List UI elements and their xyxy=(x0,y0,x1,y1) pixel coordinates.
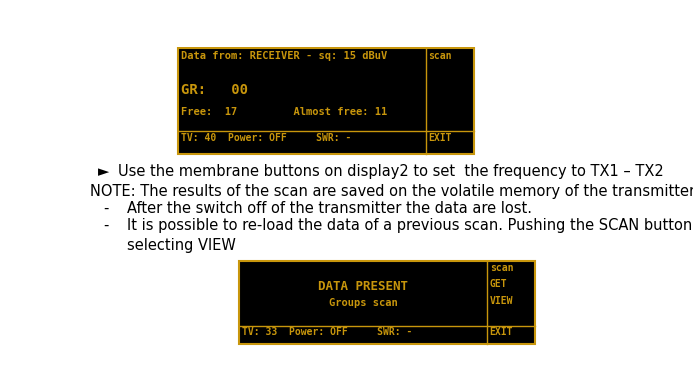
Text: EXIT: EXIT xyxy=(428,133,452,143)
Text: TV: 33  Power: OFF     SWR: -: TV: 33 Power: OFF SWR: - xyxy=(243,327,413,337)
Bar xyxy=(178,48,474,154)
Text: EXIT: EXIT xyxy=(490,327,514,337)
Text: ►: ► xyxy=(98,165,109,179)
Text: Use the membrane buttons on display2 to set  the frequency to TX1 – TX2: Use the membrane buttons on display2 to … xyxy=(118,165,663,179)
Text: selecting VIEW: selecting VIEW xyxy=(127,238,236,252)
Text: Groups scan: Groups scan xyxy=(329,298,398,308)
Text: scan: scan xyxy=(428,51,452,61)
Text: DATA PRESENT: DATA PRESENT xyxy=(318,280,408,293)
Text: Data from: RECEIVER - sq: 15 dBuV: Data from: RECEIVER - sq: 15 dBuV xyxy=(181,51,387,61)
Text: scan: scan xyxy=(490,263,514,273)
Text: -: - xyxy=(104,217,109,233)
Bar xyxy=(239,261,536,344)
Text: TV: 40  Power: OFF     SWR: -: TV: 40 Power: OFF SWR: - xyxy=(181,133,351,143)
Text: Free:  17         Almost free: 11: Free: 17 Almost free: 11 xyxy=(181,107,387,117)
Text: After the switch off of the transmitter the data are lost.: After the switch off of the transmitter … xyxy=(127,201,532,216)
Text: NOTE: The results of the scan are saved on the volatile memory of the transmitte: NOTE: The results of the scan are saved … xyxy=(89,184,693,199)
Text: VIEW: VIEW xyxy=(490,296,514,306)
Text: It is possible to re-load the data of a previous scan. Pushing the SCAN button a: It is possible to re-load the data of a … xyxy=(127,217,693,233)
Text: GR:   00: GR: 00 xyxy=(181,83,248,97)
Text: -: - xyxy=(104,201,109,216)
Text: GET: GET xyxy=(490,279,507,289)
